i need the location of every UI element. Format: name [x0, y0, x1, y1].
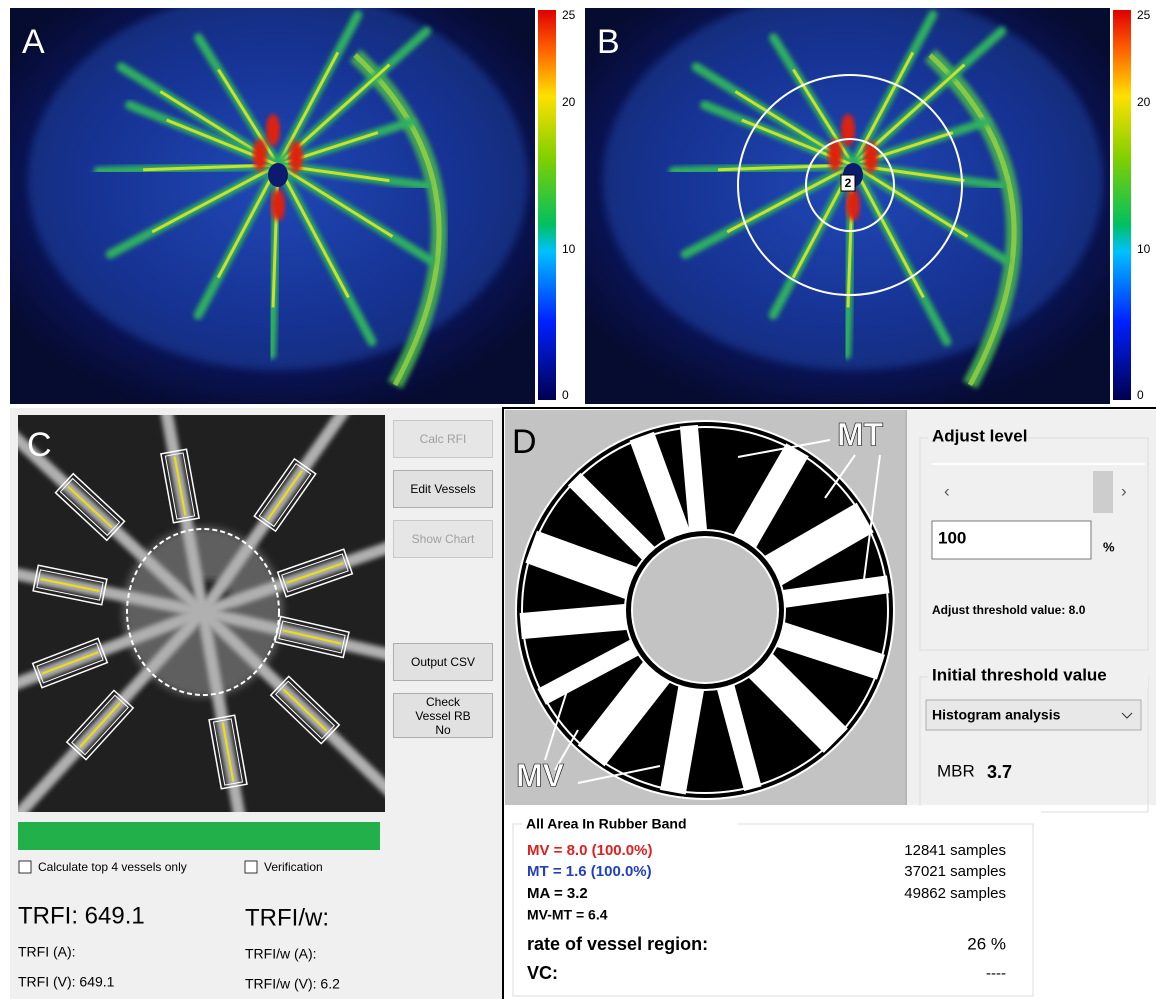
hotspot: [289, 141, 303, 173]
result-label: MT = 1.6 (100.0%): [527, 863, 652, 880]
figure-canvas: 25 20 10 0 25 20 10 0 A B 2 C Calculate …: [0, 0, 1156, 999]
results-title: All Area In Rubber Band: [526, 816, 687, 832]
trfi-w: TRFI/w:: [245, 904, 329, 931]
region-label: 2: [845, 176, 852, 190]
group-title: Initial threshold value: [932, 665, 1107, 684]
hotspot: [846, 189, 860, 221]
level-value: 100: [938, 528, 966, 547]
annotation: MV: [516, 757, 565, 793]
center: [268, 163, 288, 187]
scroll-left[interactable]: ‹: [944, 481, 950, 500]
checkbox-label: Calculate top 4 vessels only: [38, 860, 187, 874]
colorbar-tick: 20: [1137, 95, 1151, 109]
panel-label: C: [27, 426, 52, 464]
results-pane: [505, 806, 1041, 999]
vc-label: VC:: [527, 963, 558, 983]
colorbar-tick: 10: [562, 242, 576, 256]
colorbar-tick: 0: [1137, 388, 1144, 402]
trfi-v: TRFI (V): 649.1: [18, 974, 115, 990]
panel-label: D: [512, 423, 537, 461]
result-label: MA = 3.2: [527, 885, 588, 902]
checkbox[interactable]: [245, 861, 257, 873]
colorbar: [538, 10, 556, 400]
mbr-value: 3.7: [987, 762, 1012, 782]
result-label: MV-MT = 6.4: [527, 907, 608, 923]
scroll-right[interactable]: ›: [1121, 481, 1127, 500]
hotspot: [266, 114, 280, 146]
hotspot: [841, 114, 855, 146]
panel-label: B: [597, 23, 620, 61]
hotspot: [253, 139, 267, 171]
mbr-label: MBR: [937, 761, 975, 780]
method-value: Histogram analysis: [932, 707, 1061, 723]
button[interactable]: Output CSV: [393, 643, 493, 681]
result-samples: 12841 samples: [904, 842, 1006, 859]
annotation: MT: [837, 416, 884, 452]
button[interactable]: Check Vessel RB No: [393, 693, 493, 738]
colorbar-tick: 25: [562, 8, 576, 22]
checkbox-label: Verification: [264, 860, 323, 874]
colorbar-tick: 20: [562, 95, 576, 109]
result-samples: 37021 samples: [904, 863, 1006, 880]
center-hole: [632, 537, 778, 683]
panel-label: A: [22, 23, 45, 61]
result-label: MV = 8.0 (100.0%): [527, 842, 652, 859]
colorbar-tick: 10: [1137, 242, 1151, 256]
button[interactable]: Show Chart: [393, 520, 493, 558]
scroll-thumb[interactable]: [1093, 471, 1113, 513]
hotspot: [271, 189, 285, 221]
trfi-a: TRFI (A):: [18, 944, 76, 960]
level-unit: %: [1103, 539, 1115, 554]
figure: 25 20 10 0 25 20 10 0 A B 2 C Calculate …: [0, 0, 1156, 999]
group-title: Adjust level: [932, 426, 1027, 445]
button[interactable]: Calc RFI: [393, 420, 493, 458]
rate-label: rate of vessel region:: [527, 934, 708, 954]
hotspot: [864, 141, 878, 173]
threshold-value: Adjust threshold value: 8.0: [932, 603, 1086, 617]
colorbar-tick: 0: [562, 388, 569, 402]
trfi: TRFI: 649.1: [18, 902, 145, 929]
trfi-w-v: TRFI/w (V): 6.2: [245, 976, 340, 992]
result-samples: 49862 samples: [904, 885, 1006, 902]
colorbar-tick: 25: [1137, 8, 1151, 22]
colorbar: [1113, 10, 1131, 400]
button[interactable]: Edit Vessels: [393, 470, 493, 508]
trfi-w-a: TRFI/w (A):: [245, 946, 317, 962]
vc-value: ----: [986, 965, 1006, 982]
progress-bar: [18, 822, 380, 850]
rate-value: 26 %: [967, 934, 1006, 953]
checkbox[interactable]: [19, 861, 31, 873]
